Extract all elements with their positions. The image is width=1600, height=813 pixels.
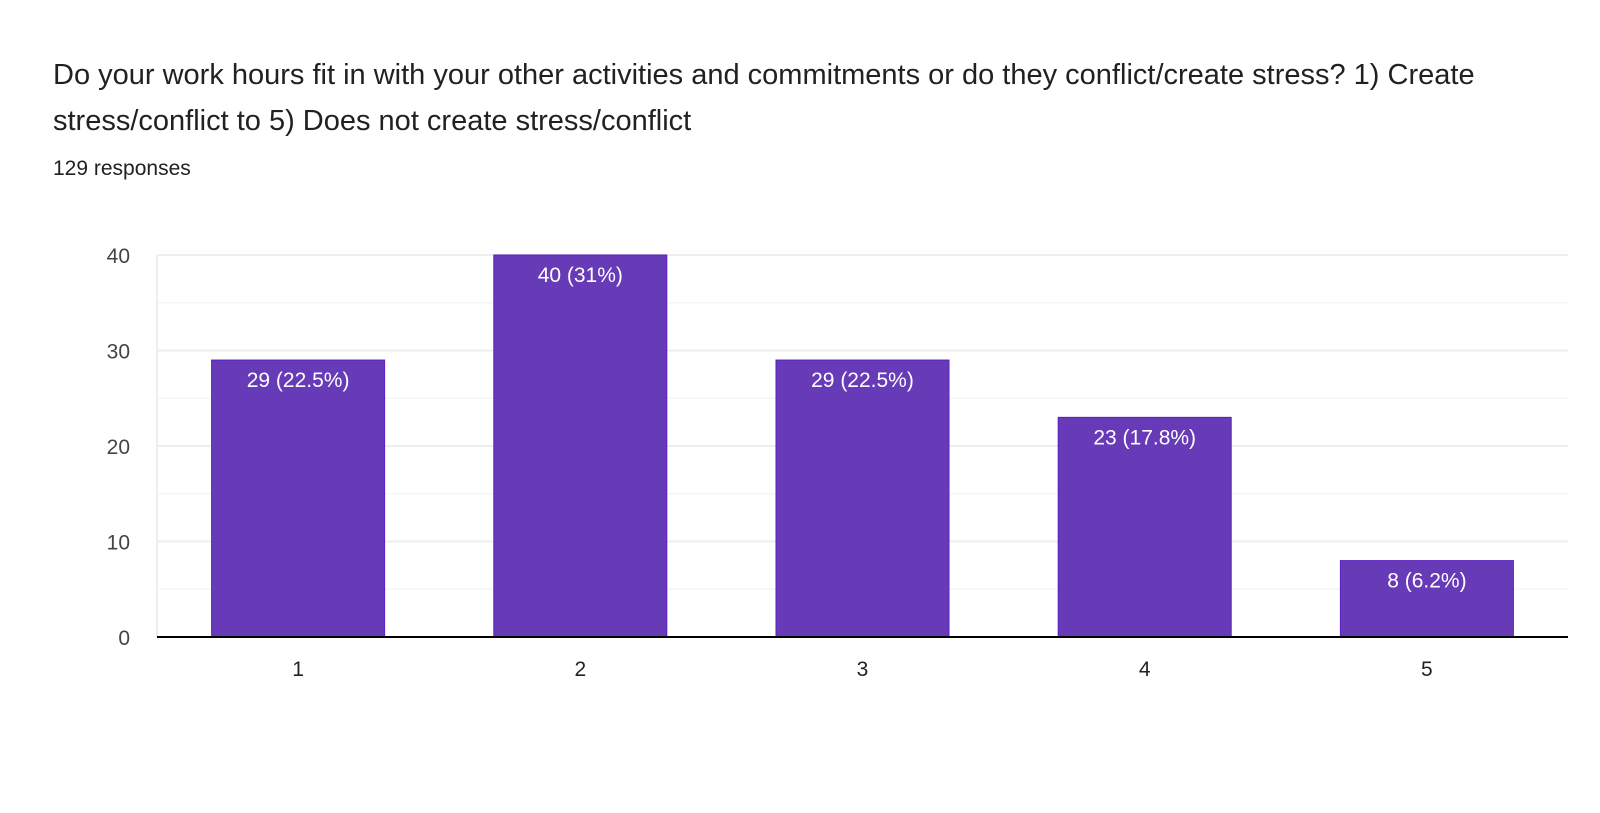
y-tick-label: 0 xyxy=(118,627,130,650)
y-tick-label: 40 xyxy=(107,245,130,268)
bar-3 xyxy=(775,359,950,638)
bar-1 xyxy=(211,359,386,638)
y-tick-label: 10 xyxy=(107,532,130,555)
chart-title: Do your work hours fit in with your othe… xyxy=(53,59,1475,137)
y-tick-label: 20 xyxy=(107,436,130,459)
x-tick-label: 5 xyxy=(1421,658,1433,681)
bar-4 xyxy=(1057,416,1232,638)
x-tick-label: 1 xyxy=(292,658,304,681)
y-tick-label: 30 xyxy=(107,341,130,364)
data-label: 40 (31%) xyxy=(538,264,623,287)
x-tick-label: 4 xyxy=(1139,658,1151,681)
x-tick-label: 3 xyxy=(857,658,869,681)
bar-5 xyxy=(1339,560,1514,638)
data-label: 29 (22.5%) xyxy=(247,369,350,392)
data-label: 8 (6.2%) xyxy=(1387,570,1466,593)
bar-2 xyxy=(493,254,668,638)
data-label: 29 (22.5%) xyxy=(811,369,914,392)
data-label: 23 (17.8%) xyxy=(1093,426,1196,449)
response-count: 129 responses xyxy=(53,157,191,180)
x-tick-label: 2 xyxy=(574,658,586,681)
